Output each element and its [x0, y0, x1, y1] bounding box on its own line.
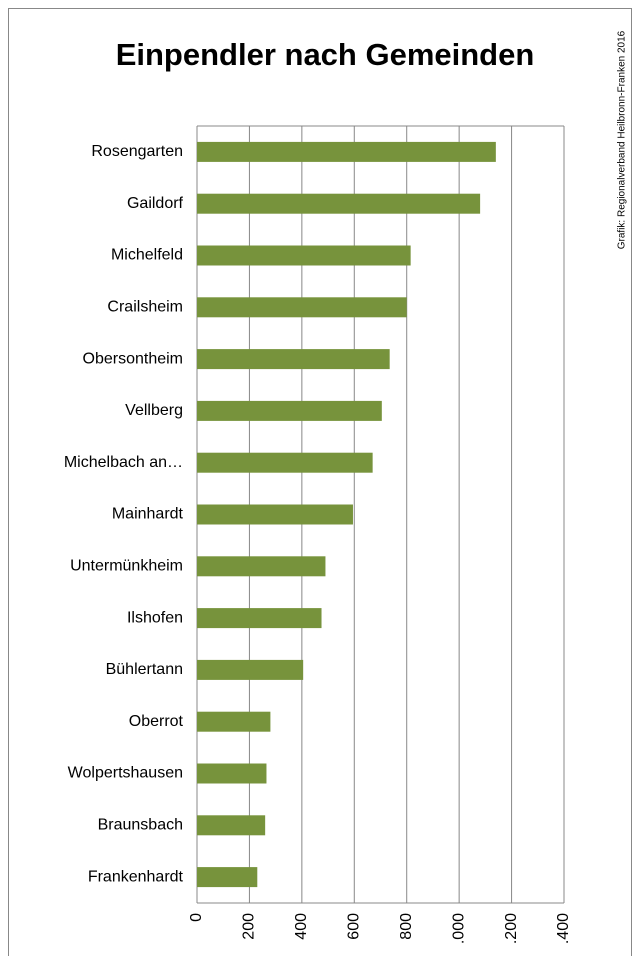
chart-frame [8, 8, 632, 956]
y-tick-label: Michelbach an… [64, 454, 183, 471]
y-tick-label: Michelfeld [111, 247, 183, 264]
bar [197, 556, 326, 577]
bar [197, 867, 258, 888]
y-tick-label: Braunsbach [98, 817, 183, 834]
bar [197, 815, 266, 836]
y-tick-label: Vellberg [125, 402, 183, 419]
y-tick-label: Gaildorf [127, 195, 184, 212]
y-tick-label: Crailsheim [107, 299, 183, 316]
bar [197, 608, 322, 629]
y-tick-label: Ilshofen [127, 609, 183, 626]
bar [197, 504, 353, 525]
bar [197, 763, 267, 784]
chart-title: Einpendler nach Gemeinden [116, 37, 535, 72]
x-tick-label: 0 [188, 913, 205, 922]
x-tick-label: .400 [555, 913, 572, 944]
y-tick-label: Wolpertshausen [68, 765, 183, 782]
x-tick-label: 400 [293, 913, 310, 940]
y-tick-label: Rosengarten [91, 143, 183, 160]
y-tick-label: Bühlertann [106, 661, 183, 678]
bar [197, 711, 271, 732]
source-note: Grafik: Regionalverband Heilbronn-Franke… [617, 30, 628, 249]
y-tick-label: Untermünkheim [70, 558, 183, 575]
y-tick-label: Oberrot [129, 713, 184, 730]
bar [197, 141, 496, 162]
bar [197, 193, 481, 214]
y-tick-label: Obersontheim [83, 350, 184, 367]
bar [197, 297, 407, 318]
x-tick-label: 800 [398, 913, 415, 940]
y-tick-label: Mainhardt [112, 506, 184, 523]
bar [197, 452, 373, 473]
bar [197, 659, 304, 680]
x-tick-label: 600 [346, 913, 363, 940]
bar [197, 245, 411, 266]
x-tick-label: 200 [241, 913, 258, 940]
bar [197, 349, 390, 370]
y-tick-label: Frankenhardt [88, 868, 184, 885]
bar [197, 400, 382, 421]
x-tick-label: .000 [450, 913, 467, 944]
x-tick-label: .200 [503, 913, 520, 944]
